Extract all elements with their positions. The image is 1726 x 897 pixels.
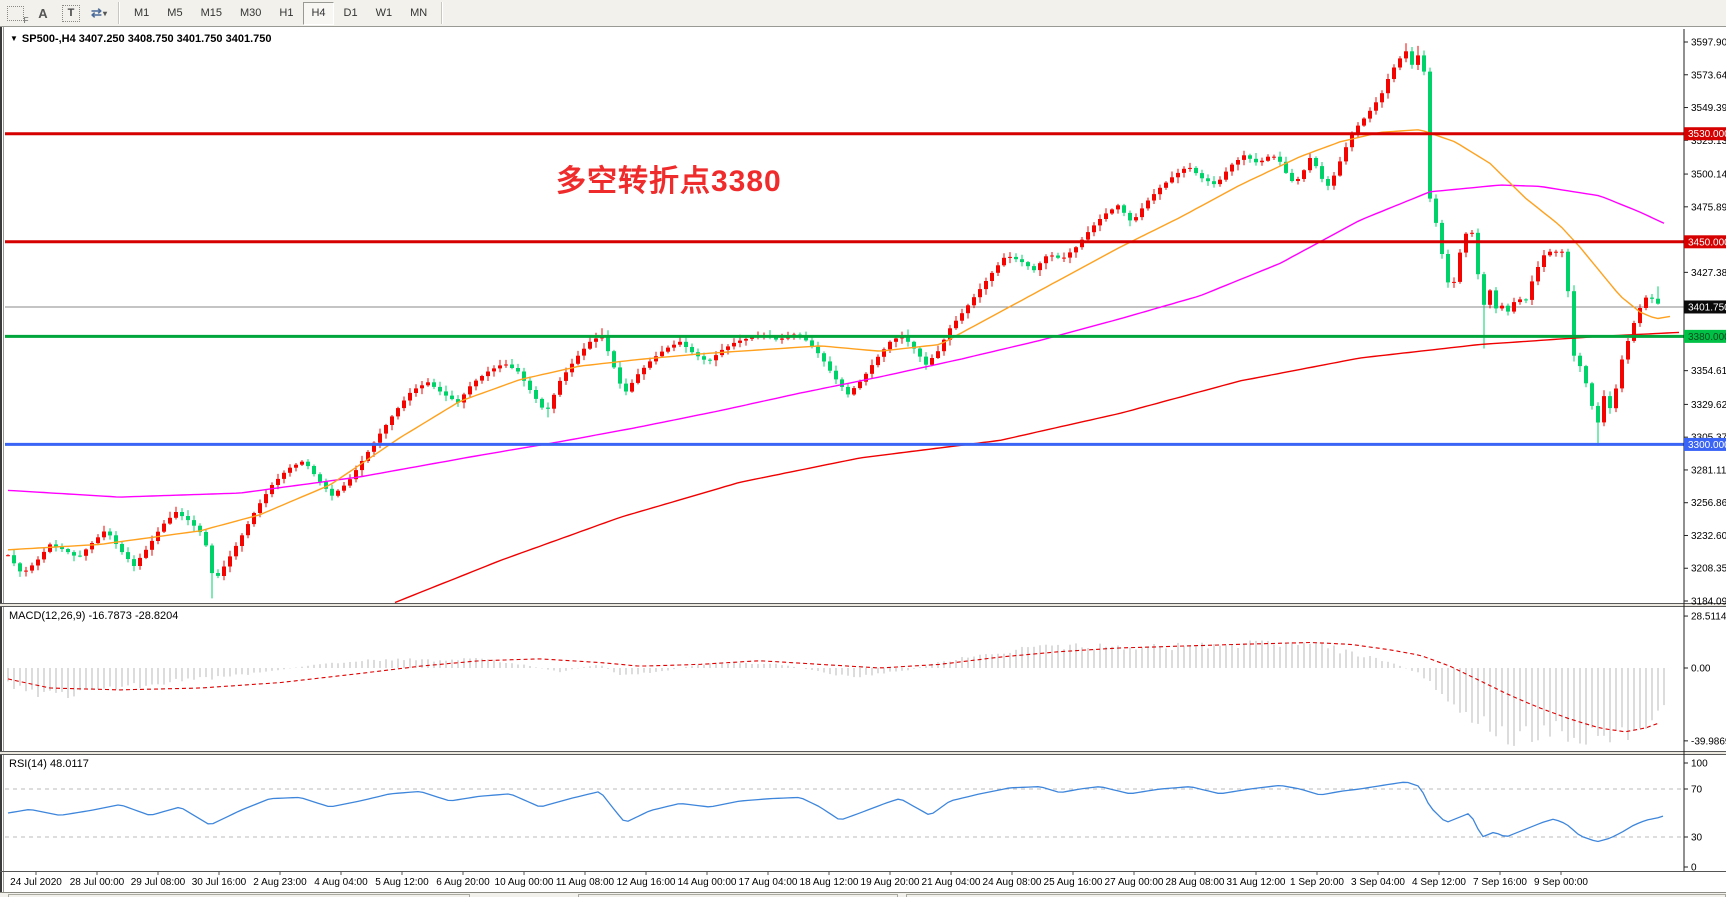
arrows-icon: ⇄	[91, 5, 102, 20]
svg-text:18 Aug 12:00: 18 Aug 12:00	[800, 877, 859, 888]
chart-annotation-text: 多空转折点3380	[556, 165, 782, 198]
letter-a-icon: A	[38, 5, 48, 21]
svg-text:10 Aug 00:00: 10 Aug 00:00	[495, 877, 554, 888]
svg-text:24 Jul 2020: 24 Jul 2020	[10, 877, 62, 888]
timeframe-button-m5[interactable]: M5	[167, 7, 183, 19]
letter-t-icon: T	[62, 4, 80, 22]
svg-text:19 Aug 20:00: 19 Aug 20:00	[861, 877, 920, 888]
grid-f-label: F	[23, 15, 29, 25]
svg-text:21 Aug 04:00: 21 Aug 04:00	[922, 877, 981, 888]
macd-label: MACD(12,26,9) -16.7873 -28.8204	[9, 610, 179, 622]
svg-text:11 Aug 08:00: 11 Aug 08:00	[556, 877, 615, 888]
symbol-ohlc-text: SP500-,H4 3407.250 3408.750 3401.750 340…	[21, 33, 272, 45]
svg-text:9 Sep 00:00: 9 Sep 00:00	[1534, 877, 1588, 888]
timeframe-button-d1[interactable]: D1	[343, 7, 358, 19]
svg-text:7 Sep 16:00: 7 Sep 16:00	[1473, 877, 1527, 888]
panel-divider[interactable]	[0, 751, 1726, 755]
timeframe-button-m15[interactable]: M15	[200, 7, 222, 19]
toolbar: F A T ⇄ ▾ M1 M5 M15 M30 H1 H4 D1 W1 MN	[0, 0, 1726, 27]
text-label-tool-button[interactable]: A	[30, 1, 56, 25]
svg-text:28 Jul 00:00: 28 Jul 00:00	[70, 877, 125, 888]
svg-text:29 Jul 08:00: 29 Jul 08:00	[131, 877, 186, 888]
timeframe-button-mn[interactable]: MN	[410, 7, 428, 19]
timeframe-button-m1[interactable]: M1	[134, 7, 150, 19]
text-box-tool-button[interactable]: T	[58, 1, 84, 25]
svg-text:6 Aug 20:00: 6 Aug 20:00	[436, 877, 490, 888]
svg-text:1 Sep 20:00: 1 Sep 20:00	[1290, 877, 1344, 888]
grid-icon: F	[6, 5, 29, 25]
status-bar-segment	[578, 894, 898, 897]
timeframe-button-h4[interactable]: H4	[303, 1, 334, 25]
toolbar-separator	[441, 2, 444, 24]
svg-text:5 Aug 12:00: 5 Aug 12:00	[375, 877, 429, 888]
panel-divider[interactable]	[0, 603, 1726, 607]
toolbar-separator	[118, 2, 120, 24]
svg-text:25 Aug 16:00: 25 Aug 16:00	[1044, 877, 1103, 888]
main-price-chart-area[interactable]	[4, 29, 1726, 603]
svg-text:27 Aug 00:00: 27 Aug 00:00	[1105, 877, 1164, 888]
svg-text:31 Aug 12:00: 31 Aug 12:00	[1227, 877, 1286, 888]
svg-text:28 Aug 08:00: 28 Aug 08:00	[1166, 877, 1225, 888]
timeframe-button-w1[interactable]: W1	[375, 7, 393, 19]
svg-text:2 Aug 23:00: 2 Aug 23:00	[253, 877, 307, 888]
macd-indicator-area[interactable]	[4, 607, 1726, 751]
rsi-indicator-area[interactable]	[4, 755, 1726, 871]
timeframe-button-h1[interactable]: H1	[279, 7, 294, 19]
symbol-collapse-icon[interactable]: ▼	[10, 34, 18, 43]
window-left-border	[0, 27, 4, 892]
svg-text:4 Sep 12:00: 4 Sep 12:00	[1412, 877, 1466, 888]
svg-text:30 Jul 16:00: 30 Jul 16:00	[192, 877, 247, 888]
rsi-label: RSI(14) 48.0117	[9, 758, 89, 770]
chart-ohlc-title: ▼ SP500-,H4 3407.250 3408.750 3401.750 34…	[10, 33, 271, 45]
svg-text:12 Aug 16:00: 12 Aug 16:00	[617, 877, 676, 888]
timeframe-button-m30[interactable]: M30	[239, 7, 262, 19]
svg-text:24 Aug 08:00: 24 Aug 08:00	[983, 877, 1042, 888]
svg-text:4 Aug 04:00: 4 Aug 04:00	[314, 877, 368, 888]
svg-text:14 Aug 00:00: 14 Aug 00:00	[678, 877, 737, 888]
svg-text:3 Sep 04:00: 3 Sep 04:00	[1351, 877, 1405, 888]
chart-shift-tool-button[interactable]: F	[2, 1, 29, 25]
arrows-tool-button[interactable]: ⇄ ▾	[86, 1, 112, 25]
status-bar	[0, 892, 1726, 897]
chevron-down-icon: ▾	[102, 8, 107, 18]
status-bar-segment	[8, 894, 470, 897]
svg-text:17 Aug 04:00: 17 Aug 04:00	[739, 877, 798, 888]
